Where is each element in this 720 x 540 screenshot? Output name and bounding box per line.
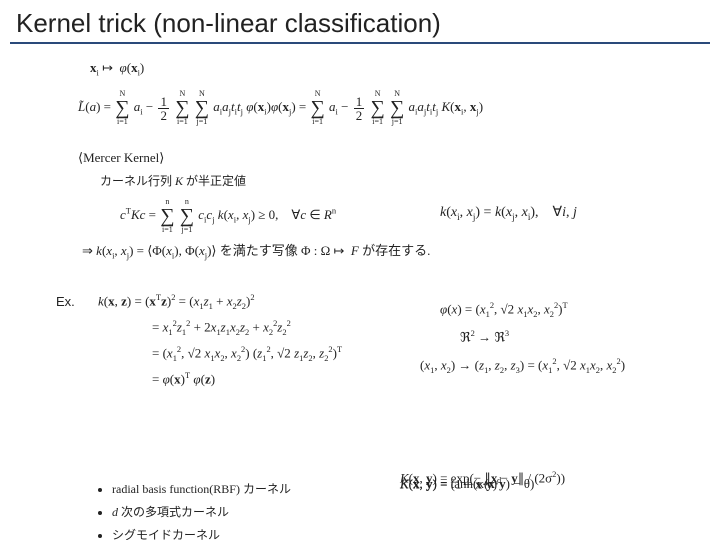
bullet-rbf: radial basis function(RBF) カーネル [112,478,291,501]
lagrangian-formula: L̃(a) = N∑i=1 ai − 12 N∑i=1 N∑j=1 aiajti… [78,90,483,126]
example-line2: = x12z12 + 2x1z1x2z2 + x22z22 [152,318,291,337]
dimension-map: ℜ2 → ℜ3 [460,328,509,345]
bullet-poly: d 次の多項式カーネル [112,501,291,524]
example-label: Ex. [56,294,75,309]
example-line3: = (x12, √2 x1x2, x22) (z12, √2 z1z2, z22… [152,344,342,363]
mercer-symmetry: k(xi, xj) = k(xj, xi), ∀i, j [440,204,577,222]
title-underline [10,42,710,44]
example-line4: = φ(x)T φ(z) [152,370,215,387]
mapping-line: xi ↦ φ(xi) [90,60,144,78]
mercer-header: ⟨Mercer Kernel⟩ [78,150,164,166]
page-title: Kernel trick (non-linear classification) [16,8,441,39]
phi-definition: φ(x) = (x12, √2 x1x2, x22)T [440,300,568,319]
mercer-quadratic: cTKc = n∑i=1 n∑j=1 cicj k(xi, xj) ≥ 0, ∀… [120,198,336,234]
variable-map: (x1, x2) → (z1, z2, z3) = (x12, √2 x1x2,… [420,356,625,375]
mercer-jp: カーネル行列 K が半正定値 [100,172,246,189]
kernel-bullet-list: radial basis function(RBF) カーネル d 次の多項式カ… [72,478,291,540]
example-line1: k(x, z) = (xTz)2 = (x1z1 + x2z2)2 [98,292,255,311]
bullet-sigmoid: シグモイドカーネル [112,524,291,540]
sigmoid-formula: K(x, y) = tanh(κ(x·y) − θ) [400,472,534,497]
mercer-implication: ⇒ k(xi, xj) = ⟨Φ(xi), Φ(xj)⟩ を満たす写像 Φ : … [82,240,430,261]
